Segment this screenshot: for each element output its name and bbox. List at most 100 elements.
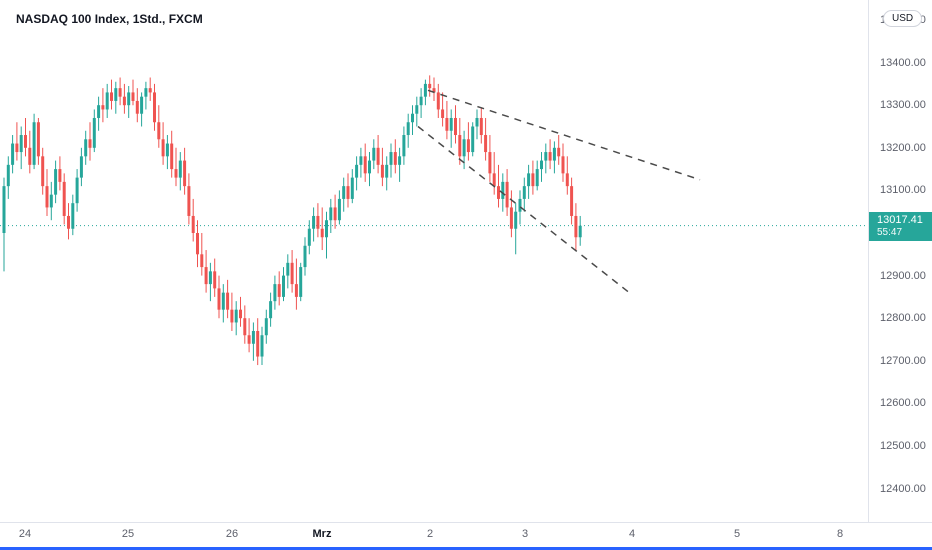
candlestick-chart[interactable] (0, 0, 868, 522)
chart-legend-title[interactable]: NASDAQ 100 Index, 1Std., FXCM (16, 12, 203, 26)
candle-body (208, 271, 212, 285)
candle-body (2, 186, 6, 233)
candle-body (522, 186, 526, 199)
candle-body (41, 156, 45, 187)
candle-body (187, 186, 191, 216)
candle-body (36, 122, 40, 157)
candle-body (71, 203, 75, 229)
candle-body (561, 156, 565, 174)
candle-body (178, 160, 182, 178)
candle-body (505, 181, 509, 208)
candle-body (531, 173, 535, 187)
candle-body (441, 109, 445, 118)
time-axis-label: Mrz (312, 528, 332, 540)
time-axis-label: 2 (426, 528, 434, 540)
candle-body (247, 335, 251, 344)
candle-body (148, 88, 152, 93)
candle-body (144, 88, 148, 97)
time-axis-label: 24 (18, 528, 32, 540)
candle-body (277, 284, 281, 297)
candle-body (449, 117, 453, 131)
candle-body (213, 271, 217, 289)
candle-body (234, 309, 238, 323)
candle-body (415, 105, 419, 114)
candle-body (75, 177, 79, 204)
candle-body (350, 177, 354, 199)
candle-body (337, 198, 341, 221)
candle-body (385, 164, 389, 178)
time-axis-label: 25 (121, 528, 135, 540)
candle-body (28, 147, 32, 165)
candle-body (251, 330, 255, 344)
price-axis-label: 12700.00 (880, 354, 926, 367)
candle-body (540, 160, 543, 170)
candle-body (49, 194, 53, 208)
candle-body (11, 143, 15, 165)
candle-body (518, 198, 522, 212)
candle-body (303, 245, 307, 268)
candle-body (501, 181, 505, 199)
candle-body (127, 92, 131, 106)
candle-body (217, 288, 221, 310)
price-axis[interactable]: USD 13017.41 55:47 13500.0013400.0013300… (868, 0, 932, 522)
candle-body (492, 173, 496, 187)
candle-body (535, 169, 539, 187)
candle-body (432, 88, 436, 93)
time-axis[interactable]: 24 25 26 Mrz 2 3 4 5 8 (0, 522, 932, 548)
candle-body (6, 164, 10, 187)
candle-body (484, 135, 488, 153)
candle-body (552, 147, 556, 161)
trendline[interactable] (427, 89, 701, 181)
time-axis-label: 5 (733, 528, 741, 540)
candle-body (294, 284, 298, 297)
candle-body (346, 186, 350, 199)
candle-body (24, 135, 27, 148)
candle-body (230, 309, 234, 323)
price-axis-label: 12500.00 (880, 440, 926, 452)
bottom-edge-bar (0, 547, 932, 550)
candle-body (372, 147, 376, 161)
candle-body (471, 126, 475, 153)
bar-countdown: 55:47 (877, 226, 903, 238)
candle-body (196, 233, 199, 255)
candle-body (122, 96, 126, 106)
candle-body (204, 267, 208, 285)
candle-body (105, 92, 109, 110)
candle-body (110, 92, 113, 101)
candle-body (260, 335, 264, 357)
candle-body (402, 135, 406, 157)
candle-body (118, 88, 122, 97)
currency-toggle-button[interactable]: USD (883, 10, 923, 27)
candle-body (548, 152, 552, 161)
candle-body (135, 100, 139, 114)
chart-pane[interactable]: NASDAQ 100 Index, 1Std., FXCM (0, 0, 868, 522)
candle-body (290, 262, 294, 285)
candle-body (333, 207, 337, 221)
candle-body (325, 220, 328, 238)
candle-body (316, 215, 320, 229)
candle-body (368, 160, 371, 174)
candle-body (221, 292, 225, 310)
candle-body (239, 309, 242, 319)
candle-body (475, 117, 479, 127)
trendline[interactable] (417, 125, 633, 296)
candle-body (458, 135, 462, 157)
candle-body (320, 228, 324, 238)
price-axis-label: 12900.00 (880, 269, 926, 282)
candle-body (264, 318, 268, 336)
candle-body (565, 173, 569, 187)
candle-body (153, 92, 156, 123)
candle-body (359, 156, 363, 165)
candle-body (423, 83, 427, 97)
candle-body (312, 215, 316, 229)
candle-body (497, 186, 500, 199)
candle-body (406, 122, 410, 136)
candle-body (58, 169, 62, 182)
candle-body (161, 139, 165, 157)
candle-body (419, 96, 423, 106)
candle-body (19, 135, 23, 153)
candle-body (282, 275, 285, 297)
candle-body (88, 139, 92, 148)
candle-body (329, 207, 333, 221)
